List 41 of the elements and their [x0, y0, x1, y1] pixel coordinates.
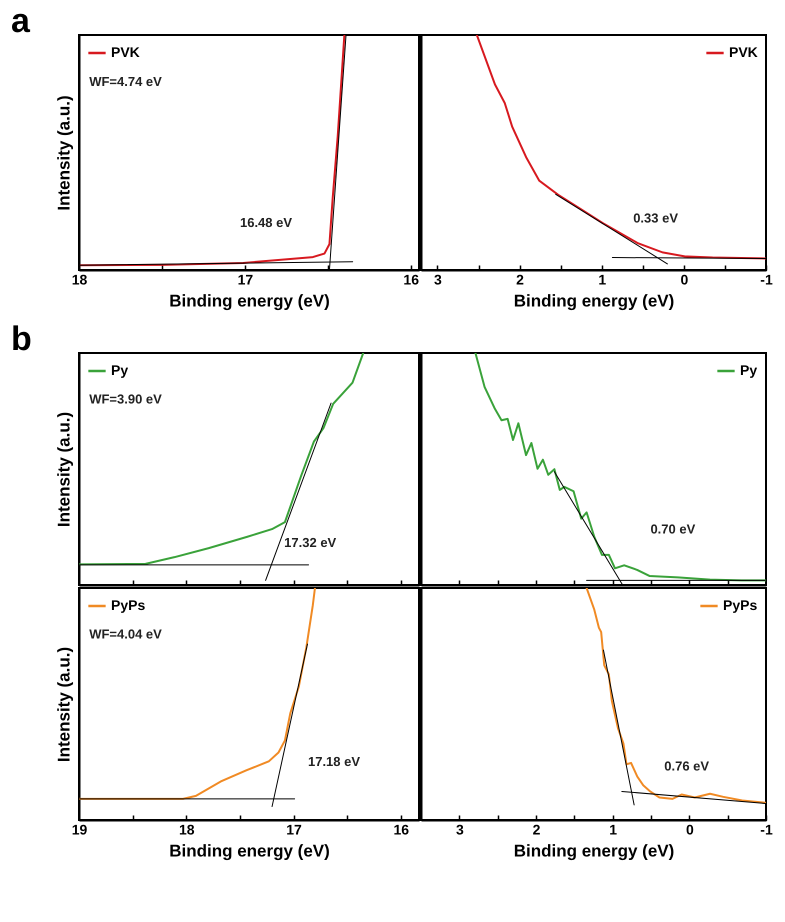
annotation: 17.18 eV	[308, 754, 360, 769]
chart-title: a	[11, 2, 31, 40]
x-tick-label: -1	[760, 822, 773, 838]
x-tick-label: 3	[434, 272, 442, 288]
x-tick-label: 1	[598, 272, 606, 288]
legend-label: Py	[111, 362, 128, 378]
x-tick-label: 16	[403, 272, 420, 288]
annotation: 0.70 eV	[650, 521, 696, 536]
annotation: 17.32 eV	[284, 535, 337, 550]
legend-label: PyPs	[723, 597, 758, 613]
chart-title: b	[11, 320, 32, 358]
x-tick-label: 0	[680, 272, 688, 288]
x-tick-label: 2	[532, 822, 541, 838]
x-tick-label: 17	[238, 272, 254, 288]
x-axis-title: Binding energy (eV)	[169, 292, 330, 310]
x-tick-label: 0	[686, 822, 694, 838]
legend-label: PVK	[111, 44, 140, 60]
x-tick-label: 17	[286, 822, 302, 838]
x-tick-label: 2	[516, 272, 524, 288]
x-tick-label: -1	[760, 272, 773, 288]
annotation: 0.33 eV	[633, 210, 678, 226]
legend-label: Py	[740, 362, 758, 378]
x-tick-label: 18	[72, 272, 88, 288]
legend-label: PyPs	[111, 597, 146, 613]
annotation: 0.76 eV	[664, 758, 710, 774]
y-axis-title: Intensity (a.u.)	[54, 412, 74, 528]
y-axis-title: Intensity (a.u.)	[54, 95, 74, 211]
x-axis-title: Binding energy (eV)	[514, 842, 674, 860]
x-tick-label: 3	[456, 822, 464, 838]
x-axis-title: Binding energy (eV)	[169, 842, 330, 860]
x-tick-label: 19	[72, 822, 88, 838]
x-tick-label: 16	[393, 822, 410, 838]
annotation: WF=3.90 eV	[89, 391, 162, 406]
x-axis-title: Binding energy (eV)	[514, 292, 674, 310]
annotation: 16.48 eV	[240, 215, 292, 230]
legend-label: PVK	[729, 44, 758, 60]
annotation: WF=4.04 eV	[89, 626, 162, 642]
x-tick-label: 1	[609, 822, 618, 838]
annotation: WF=4.74 eV	[89, 74, 162, 89]
x-tick-label: 18	[178, 822, 195, 838]
y-axis-title: Intensity (a.u.)	[54, 646, 74, 762]
